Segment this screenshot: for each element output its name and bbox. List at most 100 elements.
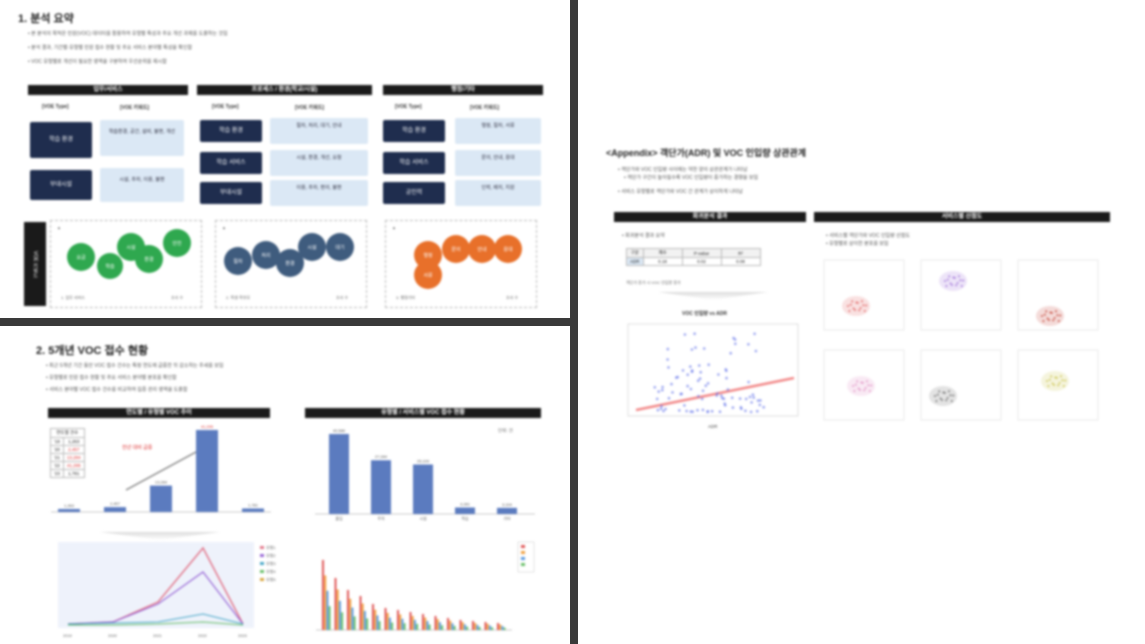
scatter-point (666, 358, 669, 361)
keyword-card-2: ▲ 절차 처리 환경 시설 대기 2. 학생·학부모 조사 수 (215, 220, 367, 308)
mini-scatter (1017, 349, 1099, 421)
grouped-bar (386, 612, 389, 630)
scatter-point (706, 382, 710, 385)
grouped-bar (372, 604, 374, 630)
bar-출입 (329, 434, 349, 514)
scatter-grid (818, 256, 1108, 432)
col-label: [VOE Type] (212, 104, 239, 110)
regression-note: 객단가 증가 시 VOC 인입량 증가 (626, 280, 681, 285)
mini-scatter (920, 259, 1002, 331)
bar-category: 기타 (503, 515, 511, 521)
bar-'19 (58, 509, 80, 512)
keyword-bubble: 문의 (442, 235, 470, 263)
grouped-bar (376, 615, 379, 630)
grouped-bar (411, 615, 414, 630)
grouped-bar (326, 590, 329, 630)
scatter-point (725, 376, 728, 380)
regression-table: 구분 계수 P-value R² ADR 0.18 0.02 0.08 (626, 248, 761, 266)
card-footer: 1. 업무 서비스 (61, 295, 85, 300)
grouped-bar (461, 622, 464, 630)
keyword-bubble: 처리 (252, 241, 280, 269)
col-label: [VOE 키워드] (120, 105, 150, 111)
scatter-point (690, 370, 694, 373)
voc-status-bullets: 최근 5개년 기간 동안 VOC 접수 건수는 특정 연도에 급증한 뒤 감소하… (46, 362, 546, 394)
keyword-card-1: ▲ 요금 학습 시설 환경 안전 1. 업무 서비스 조사 수 (50, 220, 202, 308)
grouped-bar (416, 623, 419, 630)
bar-주차 (371, 460, 391, 514)
bar-label: 3,281 (460, 502, 471, 507)
grouped-bar (391, 622, 394, 630)
mini-scatter (823, 349, 905, 421)
scatter-point (696, 408, 699, 412)
bar-category: 주차 (377, 515, 385, 521)
scatter-point (747, 380, 750, 384)
scatter-grid-sub: 서비스별 객단가와 VOC 인입량 산점도 유형별로 상이한 분포를 보임 (826, 232, 1106, 248)
type-line-chart: 2019 2020 2021 2022 2023 유형1 유형2 유형3 유형4… (58, 542, 276, 638)
voc-status-panel: 2. 5개년 VOC 접수 현황 최근 5개년 기간 동안 VOC 접수 건수는… (0, 326, 570, 644)
card-footer: 조사 수 (336, 295, 349, 300)
voe-tag: 학습 서비스 (200, 152, 262, 174)
section-header-2: 프로세스 / 환경(학교/시설) (197, 85, 372, 95)
bar-학습 (455, 507, 475, 514)
voe-keywords: 학습환경, 공간, 설비, 불편, 개선 (100, 120, 184, 156)
service-bar-chart: 40,586 출입 27,284 주차 25,109 시설 3,281 학습 3,104 기타 (315, 428, 535, 521)
voc-status-title: 2. 5개년 VOC 접수 현황 (36, 345, 149, 357)
grouped-bar (353, 616, 356, 630)
grouped-bar (378, 621, 381, 630)
scatter-point (680, 392, 683, 396)
scatter-point (738, 397, 742, 400)
grouped-bar (374, 609, 377, 630)
keyword-card-3: ▲ 행정 문의 안내 응대 서류 3. 행정기타 조사 수 (385, 220, 537, 308)
scatter-point (689, 365, 692, 368)
grouped-bar (409, 612, 412, 630)
bar-label: 13,284 (155, 480, 168, 485)
bar-기타 (497, 507, 517, 514)
grouped-bar (451, 623, 454, 630)
scatter-point (747, 343, 750, 346)
mini-scatter (1017, 259, 1099, 331)
legend-label: 유형1 (266, 544, 276, 550)
scatter-point (656, 408, 660, 412)
line-x-tick: 2022 (198, 633, 208, 638)
voe-tag: 학습 환경 (200, 120, 262, 142)
voe-tag: 학습 환경 (30, 122, 92, 158)
section-header-3: 행정/기타 (383, 85, 543, 95)
voe-tag: 부대시설 (200, 182, 262, 204)
yearly-table: 연도별 건수 '19 1,263 '20 2,457 '21 13,284 '22 41… (50, 428, 85, 478)
voe-keywords: 인력, 배치, 지원 (455, 180, 541, 206)
scatter-point (701, 408, 705, 412)
grouped-bar (351, 607, 354, 630)
grouped-bar-chart (316, 541, 535, 631)
scatter-point (660, 404, 663, 408)
bar-'22 (196, 430, 218, 512)
side-label: VOE 키워드 (24, 222, 46, 306)
scatter-point (752, 396, 755, 399)
bar-label: 40,586 (333, 428, 346, 433)
scatter-point (681, 369, 685, 372)
voe-tag: 부대시설 (30, 170, 92, 200)
scatter-point (723, 402, 726, 405)
bar-'21 (150, 485, 172, 512)
card-footer: 3. 행정기타 (396, 295, 416, 300)
scatter-point (664, 407, 667, 411)
bar-label: 25,109 (417, 459, 430, 464)
grouped-bar (472, 621, 474, 630)
scatter-point (686, 384, 689, 388)
grouped-bar (426, 621, 429, 630)
voe-tag: 학습 서비스 (383, 152, 445, 174)
summary-bullets: 본 분석의 목적은 민원(VOC) 데이터를 활용하여 유형별 특성과 주요 개… (28, 30, 548, 66)
scatter-point (731, 406, 735, 409)
grouped-bar (428, 624, 431, 630)
grouped-bar (441, 625, 444, 630)
scatter-point (698, 377, 702, 380)
grouped-bar (399, 614, 402, 630)
grouped-bar (328, 606, 331, 630)
bar-시설 (413, 464, 433, 514)
scatter-point (661, 388, 664, 392)
keyword-bubble: 학습 (97, 253, 123, 279)
card-footer: 2. 학생·학부모 (226, 295, 251, 300)
grouped-bar (388, 617, 391, 630)
mini-scatter (823, 259, 905, 331)
scatter-point (696, 379, 700, 382)
card-footer: 조사 수 (171, 295, 184, 300)
